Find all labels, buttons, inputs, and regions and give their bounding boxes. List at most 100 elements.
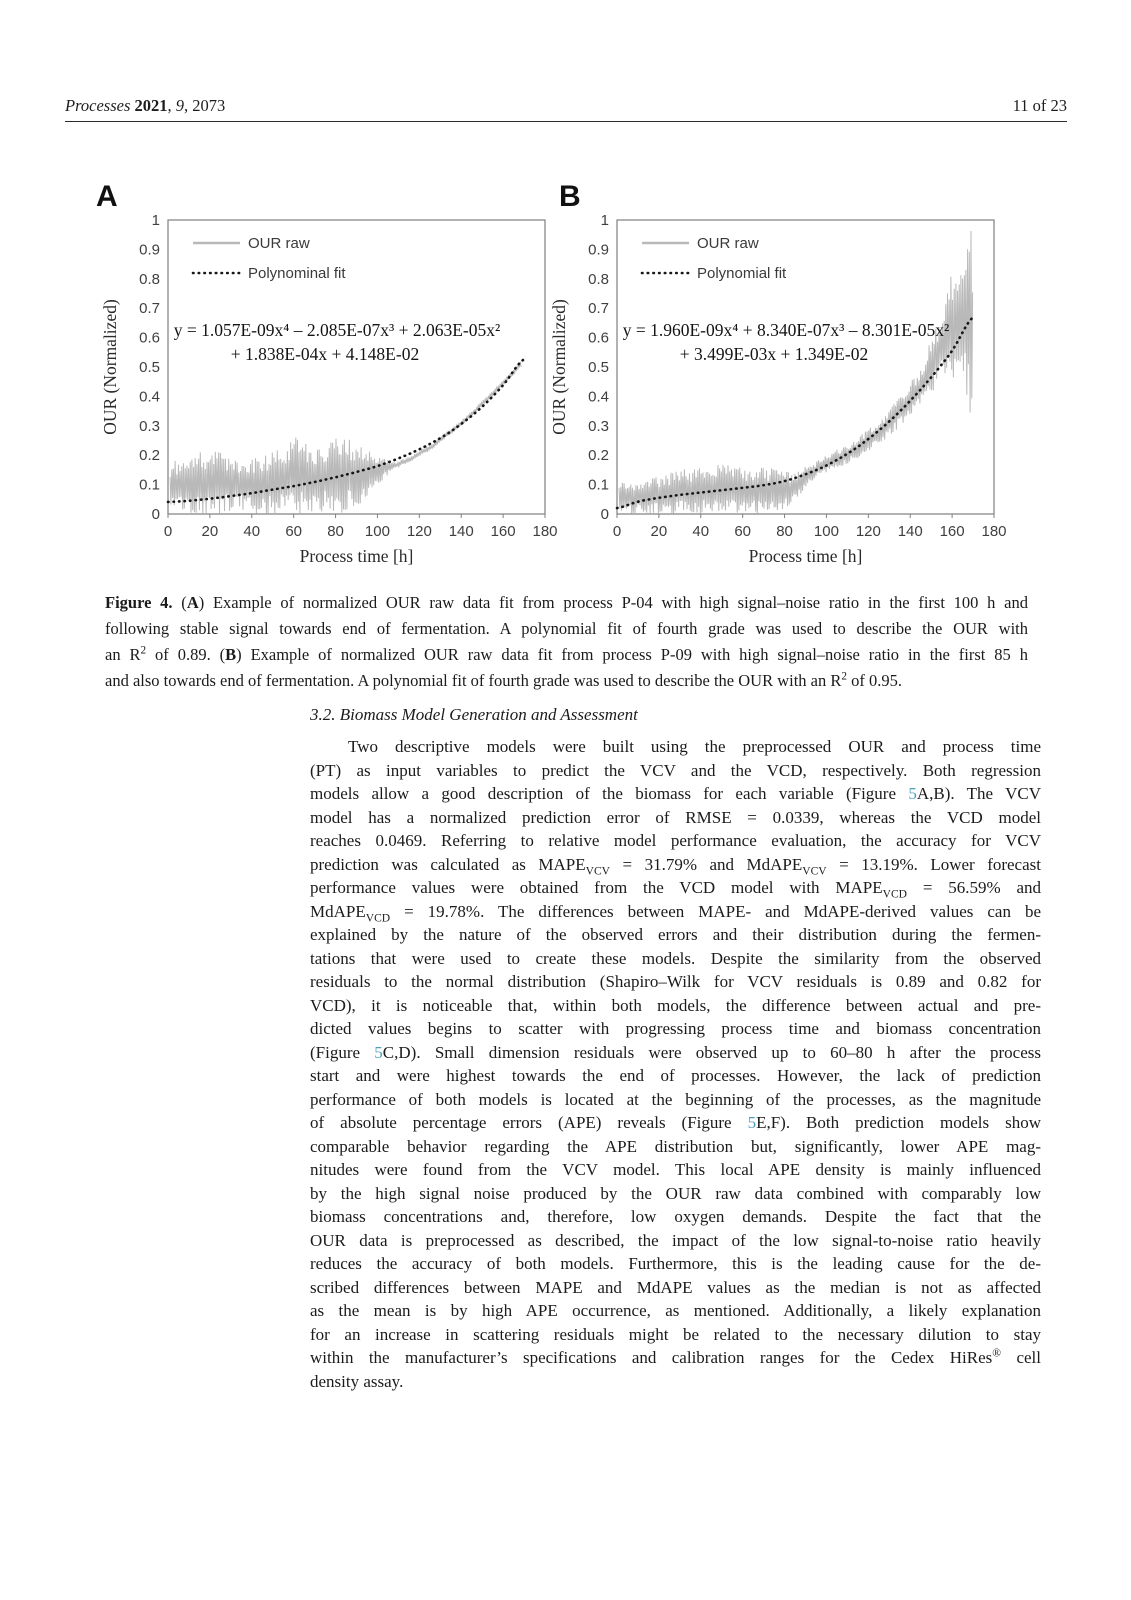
y-axis-title: OUR (Normalized): [549, 299, 569, 435]
raw-series: [169, 361, 522, 515]
journal-volume: 9: [175, 96, 184, 115]
y-axis-title: OUR (Normalized): [100, 299, 120, 435]
panel-label-b: B: [559, 180, 581, 213]
plot-frame: [616, 219, 995, 515]
chart-a: 0 0.1 0.2 0.3 0.4 0.5 0.6 0.7 0.8 0.9 1 0 20 40 60 80 10…: [100, 212, 558, 566]
y-tick-label: 0.1: [588, 477, 609, 494]
y-tick-label: 0: [152, 506, 160, 523]
x-axis-title: Process time [h]: [300, 546, 414, 566]
journal-year: 2021: [130, 96, 168, 115]
figure-5-link[interactable]: 5: [908, 784, 917, 803]
journal-reference: Processes 2021, 9, 2073: [65, 96, 226, 115]
y-tick-label: 0.7: [588, 300, 609, 317]
text-line: dicted values begins to scatter with pro…: [310, 1019, 1041, 1038]
x-tick-label: 0: [164, 523, 172, 540]
legend-raw-label: OUR raw: [248, 235, 310, 252]
y-tick-label: 0.5: [588, 359, 609, 376]
text-line: VCD), it is noticeable that, within both…: [310, 995, 1041, 1015]
y-tick-label: 0: [601, 506, 609, 523]
text-line: Two descriptive models were built using …: [348, 737, 1041, 756]
text-line: OUR data is preprocessed as described, t…: [310, 1230, 1041, 1250]
x-tick-label: 180: [981, 523, 1006, 540]
y-tick-label: 0.8: [588, 271, 609, 288]
fit-equation-line2: + 1.838E-04x + 4.148E-02: [231, 344, 419, 364]
y-tick-label: 0.4: [588, 388, 609, 405]
text-line: as the mean is by high APE occurrence, a…: [310, 1301, 1041, 1320]
y-tick-label: 0.3: [588, 418, 609, 435]
x-tick-label: 60: [734, 523, 751, 540]
text-line: tations that were used to create these m…: [310, 948, 1041, 968]
section-heading: 3.2. Biomass Model Generation and Assess…: [310, 705, 638, 724]
x-tick-label: 100: [365, 523, 390, 540]
y-tick-label: 0.6: [588, 330, 609, 347]
legend-raw-label: OUR raw: [697, 235, 759, 252]
journal-name: Processes: [65, 96, 131, 115]
plot-frame: [167, 219, 546, 515]
raw-series: [618, 230, 974, 514]
text-line: MdAPEVCD = 19.78%. The differences betwe…: [310, 901, 1041, 924]
text-line: explained by the nature of the observed …: [310, 925, 1041, 944]
text-line: model has a normalized prediction error …: [310, 807, 1041, 827]
text-line: (Figure 5C,D). Small dimension residuals…: [310, 1042, 1041, 1062]
fit-equation-line1: y = 1.960E-09x⁴ + 8.340E-07x³ – 8.301E-0…: [623, 320, 950, 340]
text-line: of absolute percentage errors (APE) reve…: [310, 1113, 1041, 1132]
text-line: performance values were obtained from th…: [310, 878, 1042, 901]
x-axis-title: Process time [h]: [749, 546, 863, 566]
x-tick-label: 120: [856, 523, 881, 540]
x-tick-label: 180: [532, 523, 557, 540]
x-tick-label: 60: [285, 523, 302, 540]
y-tick-label: 0.9: [139, 241, 160, 258]
y-tick-label: 1: [152, 212, 160, 229]
figure-4: A B 0 0.1 0.2 0.3 0.4 0.5 0.6 0.7 0.8 0.9 1 0 20 40 60…: [0, 180, 1131, 580]
figure-5-link[interactable]: 5: [747, 1113, 757, 1132]
fit-equation-line2: + 3.499E-03x + 1.349E-02: [680, 344, 868, 364]
text-line: scribed differences between MAPE and MdA…: [310, 1277, 1041, 1297]
x-tick-label: 40: [243, 523, 260, 540]
legend-fit-label: Polynomial fit: [697, 265, 787, 282]
caption-line: and also towards end of fermentation. A …: [105, 670, 902, 690]
text-line: reaches 0.0469. Referring to relative mo…: [310, 831, 1041, 850]
x-tick-label: 140: [898, 523, 923, 540]
caption-line: Figure 4. (A) Example of normalized OUR …: [105, 593, 1028, 612]
text-line: biomass concentrations and, therefore, l…: [310, 1207, 1041, 1226]
y-tick-label: 1: [601, 212, 609, 229]
caption-line: an R2 of 0.89. (B) Example of normalized…: [105, 644, 1028, 664]
y-tick-label: 0.8: [139, 271, 160, 288]
fit-equation-line1: y = 1.057E-09x⁴ – 2.085E-07x³ + 2.063E-0…: [174, 320, 501, 340]
x-tick-label: 0: [613, 523, 621, 540]
y-tick-label: 0.6: [139, 330, 160, 347]
text-line: for an increase in scattering residuals …: [310, 1324, 1041, 1344]
text-line: start and were highest towards the end o…: [310, 1066, 1041, 1085]
x-tick-label: 20: [202, 523, 219, 540]
chart-b: 0 0.1 0.2 0.3 0.4 0.5 0.6 0.7 0.8 0.9 1 0 20 40 60 80 10…: [549, 212, 1007, 566]
x-tick-label: 120: [407, 523, 432, 540]
y-tick-label: 0.5: [139, 359, 160, 376]
y-tick-label: 0.4: [139, 388, 160, 405]
text-line: nitudes were found from the VCV model. T…: [310, 1160, 1041, 1179]
x-tick-label: 80: [776, 523, 793, 540]
x-tick-label: 40: [692, 523, 709, 540]
text-line: by the high signal noise produced by the…: [310, 1183, 1041, 1203]
fit-series: [166, 357, 526, 504]
y-tick-label: 0.2: [139, 447, 160, 464]
y-tick-label: 0.7: [139, 300, 160, 317]
text-line: models allow a good description of the b…: [310, 784, 1041, 803]
y-tick-label: 0.9: [588, 241, 609, 258]
text-line: performance of both models is located at…: [310, 1089, 1041, 1109]
text-line: within the manufacturer’s specifications…: [310, 1346, 1041, 1367]
text-line: (PT) as input variables to predict the V…: [310, 760, 1041, 780]
text-line: reduces the accuracy of both models. Fur…: [310, 1254, 1041, 1273]
x-tick-label: 80: [327, 523, 344, 540]
panel-label-a: A: [96, 180, 118, 213]
x-tick-label: 20: [651, 523, 668, 540]
page-number: 11 of 23: [1012, 96, 1067, 115]
header-rule: [65, 121, 1067, 122]
figure-5-link[interactable]: 5: [374, 1042, 383, 1062]
fit-series: [615, 315, 975, 510]
x-tick-label: 160: [940, 523, 965, 540]
caption-line: following stable signal towards end of f…: [105, 619, 1028, 638]
y-tick-label: 0.3: [139, 418, 160, 435]
x-tick-label: 160: [491, 523, 516, 540]
text-line: residuals to the normal distribution (Sh…: [310, 972, 1041, 991]
